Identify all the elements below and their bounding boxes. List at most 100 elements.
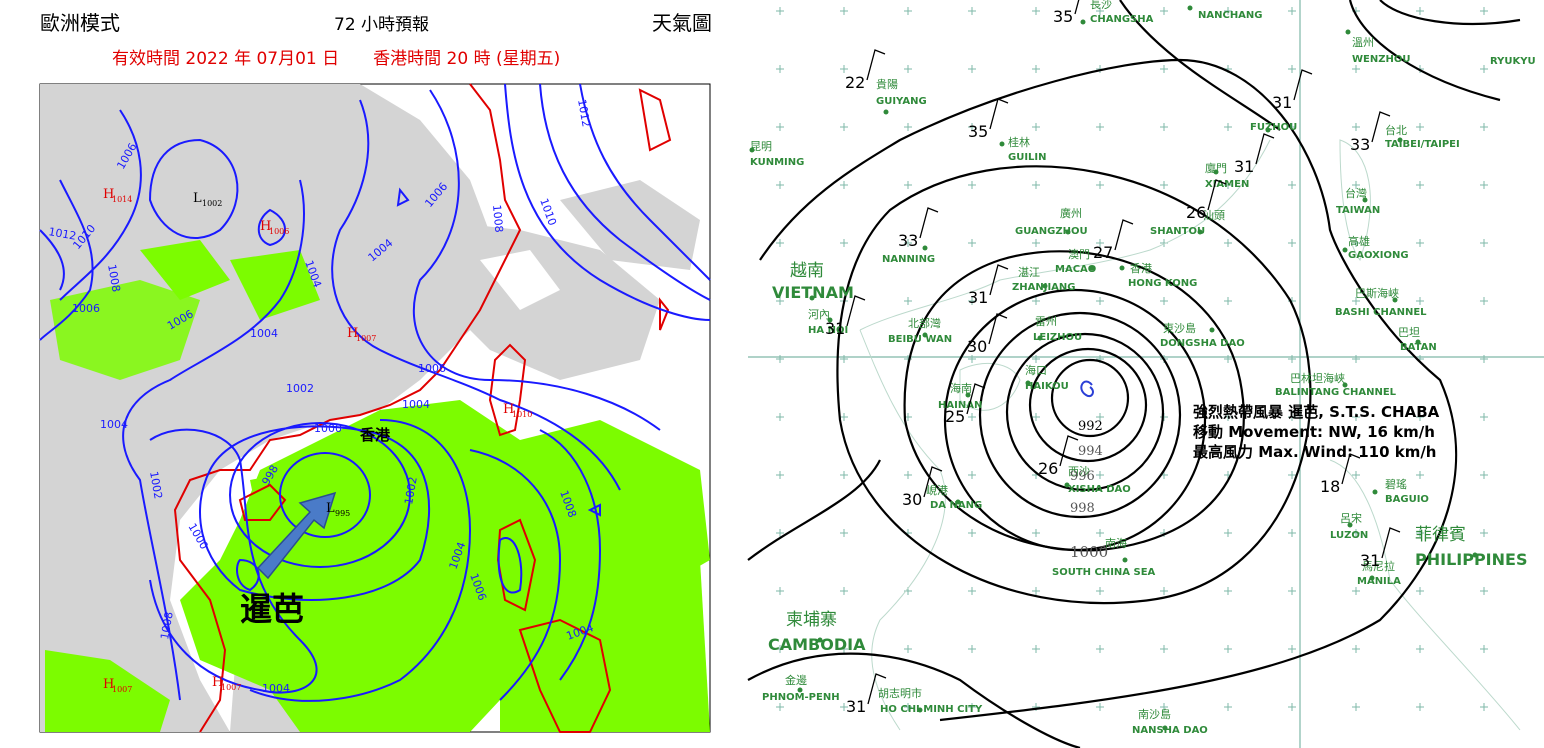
wind-barb (867, 673, 887, 705)
place-name-zh: 馬尼拉 (1362, 559, 1395, 573)
place-name-zh: 巴斯海峽 (1355, 286, 1399, 300)
city-dot (797, 687, 803, 693)
place-name-zh: 貴陽 (876, 77, 898, 91)
place-name-en: CHANGSHA (1090, 14, 1154, 25)
place-name-zh: 金邊 (785, 673, 807, 687)
storm-info: 移動 Movement: NW, 16 km/h (1193, 423, 1435, 441)
city-dot (1345, 29, 1351, 35)
city-dot (1162, 725, 1168, 731)
city-dot (1392, 297, 1398, 303)
city-dot (1025, 380, 1031, 386)
isobar-label: 998 (1070, 501, 1095, 516)
city-dot (1472, 552, 1478, 558)
place-name-en: MANILA (1357, 576, 1401, 587)
place-name-en: BASHI CHANNEL (1335, 307, 1427, 318)
coastline (859, 139, 1521, 731)
city-dot (1362, 197, 1368, 203)
grid-marks (748, 0, 1544, 748)
place-name-zh: 東沙島 (1163, 321, 1196, 335)
isobar-label: 1012 (575, 98, 593, 128)
wind-barb (966, 383, 986, 415)
place-name-en: NANNING (882, 254, 935, 265)
isobars (39, 83, 711, 702)
place-name-zh: 湛江 (1018, 266, 1040, 279)
city-dot (1372, 489, 1378, 495)
place-name-en: XIAMEN (1205, 179, 1249, 190)
station-value: 31 (1272, 93, 1292, 112)
pressure-centre-value: 1010 (512, 410, 532, 419)
city-dot (922, 245, 928, 251)
place-name-zh: 廣州 (1060, 206, 1082, 220)
wind-barb (866, 49, 886, 81)
station-value: 33 (1350, 135, 1370, 154)
station-value: 26 (1038, 459, 1058, 478)
isobar-label: 1008 (105, 263, 123, 293)
wind-barb (1371, 111, 1391, 143)
pressure-centre-type: L (326, 501, 335, 516)
place-name-zh: 桂林 (1008, 135, 1030, 149)
place-name-en: VIETNAM (772, 283, 854, 302)
isobars (747, 0, 1521, 748)
place-name-en: HO CHI MINH CITY (880, 704, 983, 715)
place-name-zh: 香港 (1130, 262, 1152, 275)
city-dot (809, 295, 815, 301)
pressure-centre-type: H (103, 677, 114, 692)
isobar-label: 994 (1078, 444, 1103, 459)
place-name-en: TAIBEI/TAIPEI (1385, 139, 1460, 150)
isobar-label: 1006 (418, 362, 446, 375)
isobar-label: 1012 (47, 225, 77, 243)
pressure-centre-value: 1006 (269, 227, 289, 236)
pressure-centre-value: 1007 (112, 685, 132, 694)
station-value: 26 (1186, 203, 1206, 222)
place-name-zh: 台北 (1385, 123, 1407, 137)
city-dot (1122, 557, 1128, 563)
city-dot (1089, 265, 1095, 271)
isobar-label: 1004 (100, 418, 128, 431)
place-name-zh: 雷州 (1035, 315, 1057, 328)
valid-time: 有效時間 2022 年 07月01 日 香港時間 20 時 (星期五) (112, 49, 560, 69)
place-name-zh: 海口 (1025, 363, 1047, 377)
forecast-label: 72 小時預報 (334, 15, 429, 35)
place-name-en: GAOXIONG (1348, 250, 1409, 261)
place-name-en: NANCHANG (1198, 10, 1263, 21)
city-dot (1397, 137, 1403, 143)
isobar-label: 1000 (1070, 543, 1108, 561)
city-dot (1042, 283, 1048, 289)
storm-arrow (256, 491, 337, 580)
place-label: 香港 (360, 426, 391, 444)
pressure-centre-value: 1007 (356, 334, 376, 343)
city-dot (1119, 265, 1125, 271)
station-value: 27 (1093, 243, 1113, 262)
station-value: 31 (1360, 551, 1380, 570)
station-value: 33 (898, 231, 918, 250)
station-value: 31 (968, 288, 988, 307)
city-dot (1187, 5, 1193, 11)
coastline (173, 83, 672, 733)
place-name-en: CAMBODIA (768, 635, 866, 654)
city-dot (1065, 229, 1071, 235)
place-name-en: WENZHOU (1352, 54, 1410, 65)
place-name-zh: 南沙島 (1138, 707, 1171, 721)
city-dot (922, 332, 928, 338)
city-dot (999, 141, 1005, 147)
city-dot (1342, 247, 1348, 253)
station-value: 31 (825, 319, 845, 338)
place-name-en: GUANGZHOU (1015, 226, 1088, 237)
place-name-en: TAIWAN (1336, 205, 1380, 216)
place-name-en: SOUTH CHINA SEA (1052, 567, 1156, 578)
place-name-zh: 台灣 (1345, 186, 1367, 200)
place-name-en: BALINTANG CHANNEL (1275, 387, 1397, 398)
place-name-en: LEIZHOU (1033, 332, 1082, 343)
place-name-zh: 澳門 (1068, 248, 1090, 261)
pressure-centre-value: 1007 (221, 683, 241, 692)
isobar-label: 1004 (262, 682, 290, 695)
station-value: 31 (1234, 157, 1254, 176)
city-dot (917, 707, 923, 713)
isobar-label: 1002 (147, 470, 165, 500)
place-name-en: MACAO (1055, 264, 1096, 275)
wind-barb (846, 295, 866, 327)
wind-barb (1381, 527, 1401, 559)
isobar-label: 1008 (158, 611, 176, 641)
place-name-en: LUZON (1330, 530, 1368, 541)
